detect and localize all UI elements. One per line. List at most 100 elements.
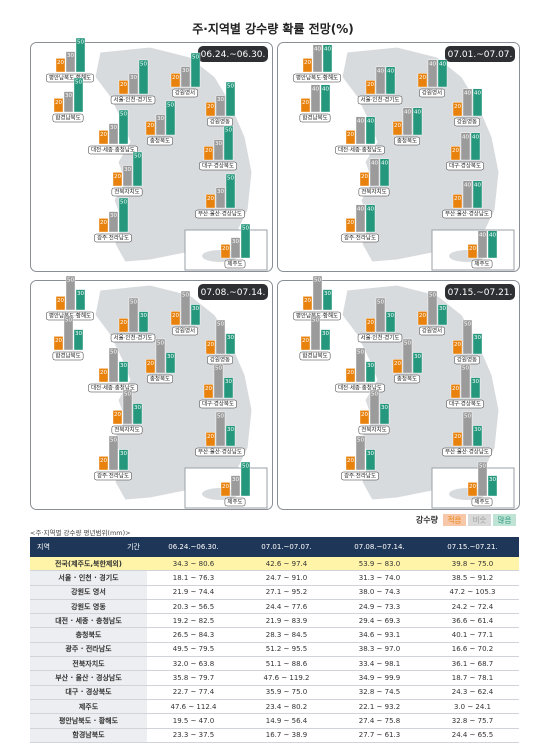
region-label: 강원영동 (210, 118, 230, 126)
bar-value: 50 (140, 62, 147, 68)
region-label-box (199, 399, 237, 409)
bar (132, 151, 143, 187)
bar-value: 30 (217, 189, 224, 195)
bar-value: 40 (464, 182, 471, 188)
range-cell: 24.2 ~ 72.4 (426, 599, 519, 615)
table-row: 강원도 영서 21.9 ~ 74.4 27.1 ~ 95.2 38.0 ~ 74.3 4… (30, 585, 519, 600)
region-label: 제주도 (227, 498, 242, 506)
region-label: 서울·인천·경기도 (361, 96, 400, 104)
region-label: 함경남북도 (302, 114, 327, 122)
bar-value: 40 (314, 46, 321, 52)
range-cell: 24.9 ~ 73.3 (333, 599, 426, 615)
bar-value: 20 (147, 123, 154, 129)
bar-value: 50 (65, 318, 72, 324)
bar-value: 20 (302, 100, 309, 106)
bar-value: 20 (361, 174, 368, 180)
region-label: 함경남북도 (302, 352, 327, 360)
bar (385, 311, 396, 333)
bar (345, 130, 356, 145)
bar-value: 50 (110, 438, 117, 444)
region-cell: 강원도 영동 (30, 599, 147, 615)
bar (402, 338, 413, 374)
bar-value: 50 (242, 464, 249, 470)
region-label-box (419, 326, 445, 336)
range-cell: 38.0 ~ 74.3 (333, 585, 426, 600)
bar-value: 40 (322, 86, 329, 92)
bar (477, 230, 488, 259)
legend-label: 많음 (498, 516, 512, 525)
region-label: 제주도 (474, 260, 489, 268)
bar (365, 318, 376, 333)
bar (220, 482, 231, 497)
range-cell: 49.5 ~ 79.5 (147, 642, 240, 658)
bar-value: 50 (464, 414, 471, 420)
bar-value: 20 (100, 458, 107, 464)
region-label-box (293, 73, 341, 83)
bar (365, 449, 376, 471)
bar-value: 20 (207, 104, 214, 110)
bar-value: 40 (462, 134, 469, 140)
bar (322, 44, 333, 73)
region-label-box (94, 471, 132, 481)
bar (320, 84, 331, 113)
bar (452, 102, 463, 117)
bar (452, 194, 463, 209)
bar-value: 20 (304, 298, 311, 304)
region-cell: 광주 · 전라남도 (30, 642, 147, 658)
bar (215, 95, 226, 117)
bar-value: 40 (381, 160, 388, 166)
bar (225, 173, 236, 209)
bar (230, 475, 241, 497)
region-label: 평안남북도·황해도 (49, 312, 91, 320)
bar-value: 20 (347, 220, 354, 226)
bar-value: 50 (227, 176, 234, 182)
period-badge (445, 284, 515, 300)
bar (450, 384, 461, 399)
bar (53, 336, 64, 351)
region-label-box (52, 351, 84, 361)
region-label: 평안남북도·황해도 (296, 74, 338, 82)
table-row: 전국(제주도,북한제외) 34.3 ~ 80.6 42.6 ~ 97.4 53.9 ~… (30, 557, 519, 572)
bar (128, 297, 139, 333)
bar-value: 20 (367, 320, 374, 326)
bar (73, 77, 84, 113)
range-cell: 47.2 ~ 105.3 (426, 585, 519, 600)
bar-value: 40 (367, 118, 374, 124)
bar-value: 50 (182, 293, 189, 299)
range-cell: 32.8 ~ 74.5 (333, 685, 426, 700)
region-label: 부산·울산·경상남도 (445, 210, 489, 218)
bar-value: 40 (439, 61, 446, 67)
bar-value: 40 (377, 68, 384, 74)
panel: 07.15.~07.21. 20 50 30 평안남북도·황해도 20 50 30 함경남북도 2… (277, 275, 520, 510)
bar (472, 425, 483, 447)
period: 07.15.~07.21. (448, 288, 513, 298)
bar-value: 20 (222, 484, 229, 490)
bar-value: 50 (479, 464, 486, 470)
bar-value: 20 (367, 82, 374, 88)
bar (108, 123, 119, 145)
bar (205, 194, 216, 209)
bar (355, 347, 366, 383)
bar-value: 50 (192, 55, 199, 61)
bar (417, 73, 428, 88)
bar-value: 50 (124, 392, 131, 398)
bar-value: 50 (134, 154, 141, 160)
bar (412, 107, 423, 136)
bar (359, 172, 370, 187)
bar-value: 30 (414, 354, 421, 360)
bar (55, 296, 66, 311)
bar-value: 30 (157, 116, 164, 122)
region-label-box (199, 161, 237, 171)
bar (322, 289, 333, 311)
table-row: 함경남북도 23.3 ~ 37.5 16.7 ~ 38.9 27.7 ~ 61.3 24… (30, 728, 519, 743)
region-label: 광주·전라남도 (344, 234, 376, 242)
bar-value: 30 (387, 313, 394, 319)
bar (138, 311, 149, 333)
bar (108, 211, 119, 233)
bar (145, 121, 156, 136)
region-label: 대구·경상북도 (449, 162, 481, 170)
range-cell: 36.1 ~ 68.7 (426, 656, 519, 672)
bar-value: 20 (114, 412, 121, 418)
bar (122, 165, 133, 187)
region-cell: 대구 · 경상북도 (30, 685, 147, 700)
